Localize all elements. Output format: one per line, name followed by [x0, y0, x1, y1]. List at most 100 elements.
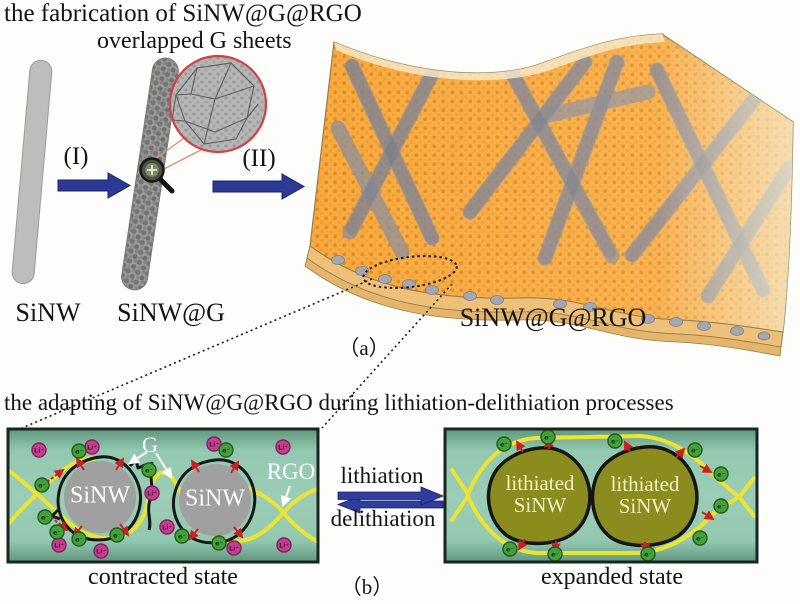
- contracted-cell: Li⁺ Li⁺ Li⁺ Li⁺ Li⁺ Li⁺ Li⁺ Li⁺ Li⁺ Li⁺ …: [9, 436, 317, 559]
- rgo-film: [304, 33, 794, 357]
- electron-particle: e⁻: [687, 442, 703, 458]
- electron-particle: e⁻: [37, 509, 53, 525]
- svg-text:Li⁺: Li⁺: [54, 541, 64, 549]
- svg-text:e⁻: e⁻: [500, 440, 508, 448]
- delithiation-label: delithiation: [330, 506, 436, 531]
- panel-a-title: the fabrication of SiNW@G@RGO: [4, 0, 362, 27]
- svg-text:e⁻: e⁻: [691, 446, 699, 454]
- stress-arrows: [46, 457, 244, 541]
- electron-particle: e⁻: [174, 528, 190, 544]
- electron-particle: e⁻: [71, 443, 87, 459]
- expanded-caption: expanded state: [541, 564, 683, 590]
- rgo-pointer-arrow: [280, 485, 292, 508]
- electron-particle: e⁻: [109, 527, 125, 543]
- li-ion-particle: Li⁺: [206, 436, 222, 452]
- electron-particle: e⁻: [49, 524, 65, 540]
- electron-particle: e⁻: [502, 541, 518, 557]
- svg-text:e⁻: e⁻: [544, 433, 552, 441]
- electron-particle: e⁻: [692, 530, 708, 546]
- contracted-box-border: [6, 427, 320, 564]
- g-sheets-inset: [168, 54, 268, 154]
- li-ion-particle: Li⁺: [51, 537, 67, 553]
- electron-particle: e⁻: [640, 546, 656, 561]
- film-label: SiNW@G@RGO: [459, 303, 647, 332]
- electron-particle: e⁻: [71, 531, 87, 547]
- svg-text:e⁻: e⁻: [75, 535, 83, 543]
- svg-text:e⁻: e⁻: [644, 550, 652, 558]
- svg-text:e⁻: e⁻: [113, 531, 121, 539]
- electron-particle: e⁻: [607, 433, 623, 449]
- nanowire-ends: [331, 255, 771, 341]
- electron-particle: e⁻: [713, 498, 729, 514]
- svg-text:e⁻: e⁻: [41, 513, 49, 521]
- electron-particle: e⁻: [211, 535, 227, 551]
- electron-particle: e⁻: [547, 546, 563, 561]
- svg-text:e⁻: e⁻: [506, 545, 514, 553]
- svg-text:e⁻: e⁻: [222, 446, 230, 454]
- lithiated-label-1: lithiated SiNW: [505, 470, 575, 517]
- li-ion-particle: Li⁺: [275, 439, 291, 455]
- svg-text:e⁻: e⁻: [75, 447, 83, 455]
- contracted-caption: contracted state: [88, 564, 238, 590]
- electron-particle: e⁻: [496, 436, 512, 452]
- rgo-label: RGO: [266, 459, 316, 484]
- li-ion-particle: Li⁺: [159, 519, 175, 535]
- leader-dotted-lines: [21, 278, 453, 429]
- svg-text:e⁻: e⁻: [38, 481, 46, 489]
- panel-b-tag: （b）: [340, 575, 394, 599]
- svg-text:e⁻: e⁻: [717, 470, 725, 478]
- sinw-g-label: SiNW@G: [117, 298, 225, 327]
- sinw-rod: [11, 59, 53, 285]
- svg-text:Li⁺: Li⁺: [279, 541, 289, 549]
- li-ion-particle: Li⁺: [31, 442, 47, 458]
- electron-particle: e⁻: [218, 442, 234, 458]
- li-ion-particle: Li⁺: [226, 540, 242, 556]
- svg-text:e⁻: e⁻: [145, 466, 153, 474]
- svg-text:e⁻: e⁻: [611, 437, 619, 445]
- li-ion-particle: Li⁺: [276, 537, 292, 553]
- step2-label: (II): [242, 145, 276, 172]
- highlight-ellipse: [362, 255, 458, 289]
- sinw-core-label-2: SiNW: [185, 485, 245, 512]
- sinw-core-1: [64, 461, 136, 533]
- li-ion-particle: Li⁺: [144, 485, 160, 501]
- svg-text:Li⁺: Li⁺: [229, 544, 239, 552]
- svg-text:e⁻: e⁻: [551, 550, 559, 558]
- svg-text:e⁻: e⁻: [215, 539, 223, 547]
- lithiated-label-2: lithiated SiNW: [610, 471, 680, 518]
- expanded-box-border: [443, 427, 759, 564]
- svg-text:Li⁺: Li⁺: [147, 489, 157, 497]
- g-label: G: [142, 432, 158, 457]
- lithiation-label: lithiation: [340, 463, 424, 488]
- inset-label: overlapped G sheets: [97, 28, 292, 54]
- panel-a-tag: （a）: [338, 336, 390, 360]
- electron-particle: e⁻: [141, 462, 157, 478]
- svg-text:e⁻: e⁻: [717, 502, 725, 510]
- g-pointer-arrows: [128, 451, 173, 479]
- magnifier-icon: [139, 157, 175, 194]
- svg-text:e⁻: e⁻: [696, 534, 704, 542]
- li-ion-particle: Li⁺: [93, 543, 109, 559]
- svg-text:e⁻: e⁻: [178, 532, 186, 540]
- svg-text:Li⁺: Li⁺: [162, 523, 172, 531]
- step1-label: (I): [63, 143, 89, 170]
- electron-particle: e⁻: [713, 466, 729, 482]
- sinw-core-2: [179, 464, 251, 536]
- lithiation-delithiation-arrow: [336, 486, 445, 514]
- lithiated-sinw-1: [486, 446, 592, 546]
- step1-arrow: [57, 172, 132, 199]
- li-ion-particle: Li⁺: [84, 439, 100, 455]
- sinw-core-label-1: SiNW: [70, 482, 130, 509]
- svg-text:Li⁺: Li⁺: [96, 547, 106, 555]
- panel-b-title: the adapting of SiNW@G@RGO during lithia…: [4, 390, 674, 415]
- svg-text:Li⁺: Li⁺: [209, 440, 219, 448]
- svg-text:Li⁺: Li⁺: [34, 446, 44, 454]
- svg-text:e⁻: e⁻: [53, 528, 61, 536]
- sinw-label: SiNW: [15, 298, 81, 327]
- electron-particle: e⁻: [34, 477, 50, 493]
- step2-arrow: [212, 173, 306, 200]
- electron-particle: e⁻: [540, 430, 556, 445]
- svg-text:Li⁺: Li⁺: [278, 443, 288, 451]
